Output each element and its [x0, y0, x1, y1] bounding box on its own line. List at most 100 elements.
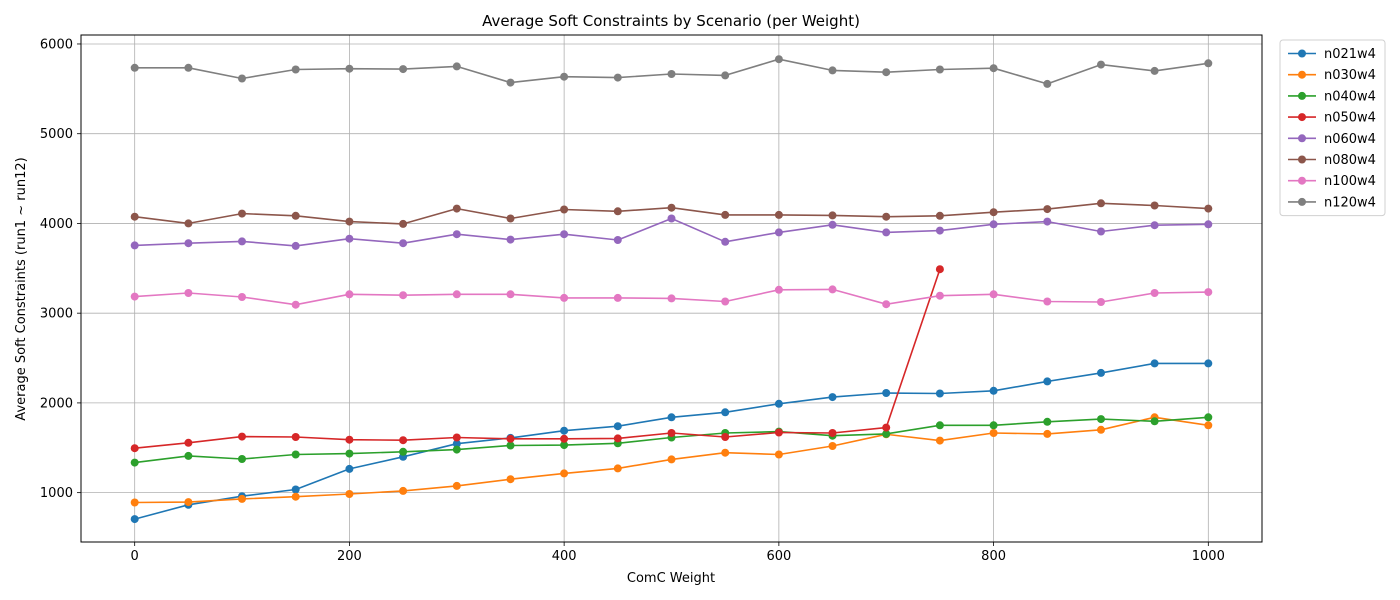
data-point-n040w4: [1150, 417, 1159, 426]
data-point-n021w4: [291, 485, 300, 494]
data-point-n030w4: [452, 481, 461, 490]
data-point-n050w4: [882, 423, 891, 432]
data-point-n030w4: [667, 455, 676, 464]
data-point-n080w4: [721, 210, 730, 219]
data-point-n030w4: [560, 469, 569, 478]
x-axis-title: ComC Weight: [627, 571, 715, 586]
data-point-n040w4: [1043, 417, 1052, 426]
data-point-n021w4: [882, 389, 891, 397]
data-point-n021w4: [1150, 359, 1159, 368]
data-point-n080w4: [345, 217, 354, 226]
legend-label-n080w4: n080w4: [1324, 153, 1376, 168]
series-n050w4: [130, 265, 944, 453]
x-tick-label: 400: [552, 549, 577, 564]
series-n120w4: [130, 55, 1213, 88]
data-point-n040w4: [560, 441, 569, 450]
data-point-n120w4: [452, 62, 461, 71]
legend-marker-n060w4: [1298, 134, 1306, 143]
data-point-n080w4: [1097, 199, 1105, 208]
data-point-n100w4: [130, 292, 139, 301]
data-point-n100w4: [721, 297, 730, 306]
data-point-n120w4: [721, 71, 730, 80]
grid-lines: [81, 35, 1262, 542]
data-point-n080w4: [989, 208, 998, 217]
data-point-n080w4: [130, 212, 139, 221]
data-point-n060w4: [345, 234, 354, 243]
data-point-n021w4: [613, 422, 622, 431]
legend-label-n040w4: n040w4: [1324, 89, 1376, 104]
data-point-n050w4: [291, 433, 300, 441]
data-point-n030w4: [291, 492, 300, 501]
series-n100w4: [130, 285, 1213, 309]
x-tick-label: 200: [337, 549, 362, 564]
y-tick-label: 6000: [40, 37, 73, 52]
data-point-n030w4: [828, 442, 837, 450]
data-point-n040w4: [238, 455, 246, 463]
legend-label-n030w4: n030w4: [1324, 68, 1376, 83]
data-point-n120w4: [130, 63, 139, 72]
data-point-n050w4: [667, 429, 676, 437]
series-layer: [130, 55, 1213, 524]
data-point-n021w4: [1097, 368, 1105, 377]
data-point-n120w4: [828, 66, 837, 75]
legend-marker-n050w4: [1298, 113, 1306, 122]
data-point-n100w4: [613, 293, 622, 302]
data-point-n100w4: [184, 289, 193, 297]
data-point-n100w4: [667, 294, 676, 303]
data-point-n120w4: [1043, 79, 1052, 88]
data-point-n100w4: [345, 290, 354, 299]
data-point-n100w4: [291, 300, 300, 309]
data-point-n120w4: [1097, 60, 1105, 69]
data-point-n080w4: [667, 203, 676, 212]
data-point-n030w4: [935, 436, 944, 445]
data-point-n060w4: [560, 230, 569, 239]
data-point-n100w4: [560, 293, 569, 302]
legend-marker-n030w4: [1298, 70, 1306, 79]
legend-marker-n080w4: [1298, 155, 1306, 164]
data-point-n060w4: [1043, 217, 1052, 226]
data-point-n100w4: [774, 285, 783, 294]
data-point-n080w4: [1150, 201, 1159, 210]
data-point-n021w4: [130, 515, 139, 524]
data-point-n050w4: [399, 436, 408, 445]
series-line-n050w4: [134, 268, 941, 449]
data-point-n100w4: [1150, 289, 1159, 297]
data-point-n050w4: [774, 428, 783, 437]
data-point-n060w4: [1097, 227, 1105, 236]
data-point-n030w4: [1043, 429, 1052, 438]
data-point-n080w4: [560, 205, 569, 214]
data-point-n080w4: [774, 210, 783, 219]
data-point-n100w4: [238, 293, 246, 301]
data-point-n030w4: [399, 486, 408, 495]
data-point-n120w4: [989, 64, 998, 73]
data-point-n030w4: [1204, 421, 1213, 430]
data-point-n040w4: [1097, 415, 1105, 424]
data-point-n030w4: [130, 498, 139, 507]
data-point-n040w4: [452, 445, 461, 454]
y-tick-label: 5000: [40, 127, 73, 142]
data-point-n100w4: [1043, 297, 1052, 306]
data-point-n050w4: [560, 434, 569, 443]
y-tick-label: 2000: [40, 396, 73, 411]
data-point-n021w4: [828, 393, 837, 402]
data-point-n120w4: [1204, 59, 1213, 68]
data-point-n060w4: [613, 236, 622, 244]
y-tick-label: 3000: [40, 307, 73, 322]
data-point-n100w4: [452, 290, 461, 299]
data-point-n120w4: [1150, 66, 1159, 75]
data-point-n060w4: [184, 239, 193, 248]
data-point-n060w4: [452, 230, 461, 239]
data-point-n030w4: [613, 464, 622, 473]
x-tick-label: 800: [981, 549, 1006, 564]
data-point-n050w4: [721, 433, 730, 441]
series-n080w4: [130, 199, 1213, 228]
data-point-n060w4: [774, 228, 783, 237]
data-point-n120w4: [774, 55, 783, 64]
legend-marker-n021w4: [1298, 49, 1306, 58]
data-point-n060w4: [1150, 221, 1159, 230]
x-tick-label: 1000: [1192, 549, 1225, 564]
data-point-n120w4: [935, 65, 944, 74]
data-point-n040w4: [1204, 413, 1213, 422]
data-point-n080w4: [238, 209, 246, 218]
data-point-n021w4: [667, 413, 676, 422]
